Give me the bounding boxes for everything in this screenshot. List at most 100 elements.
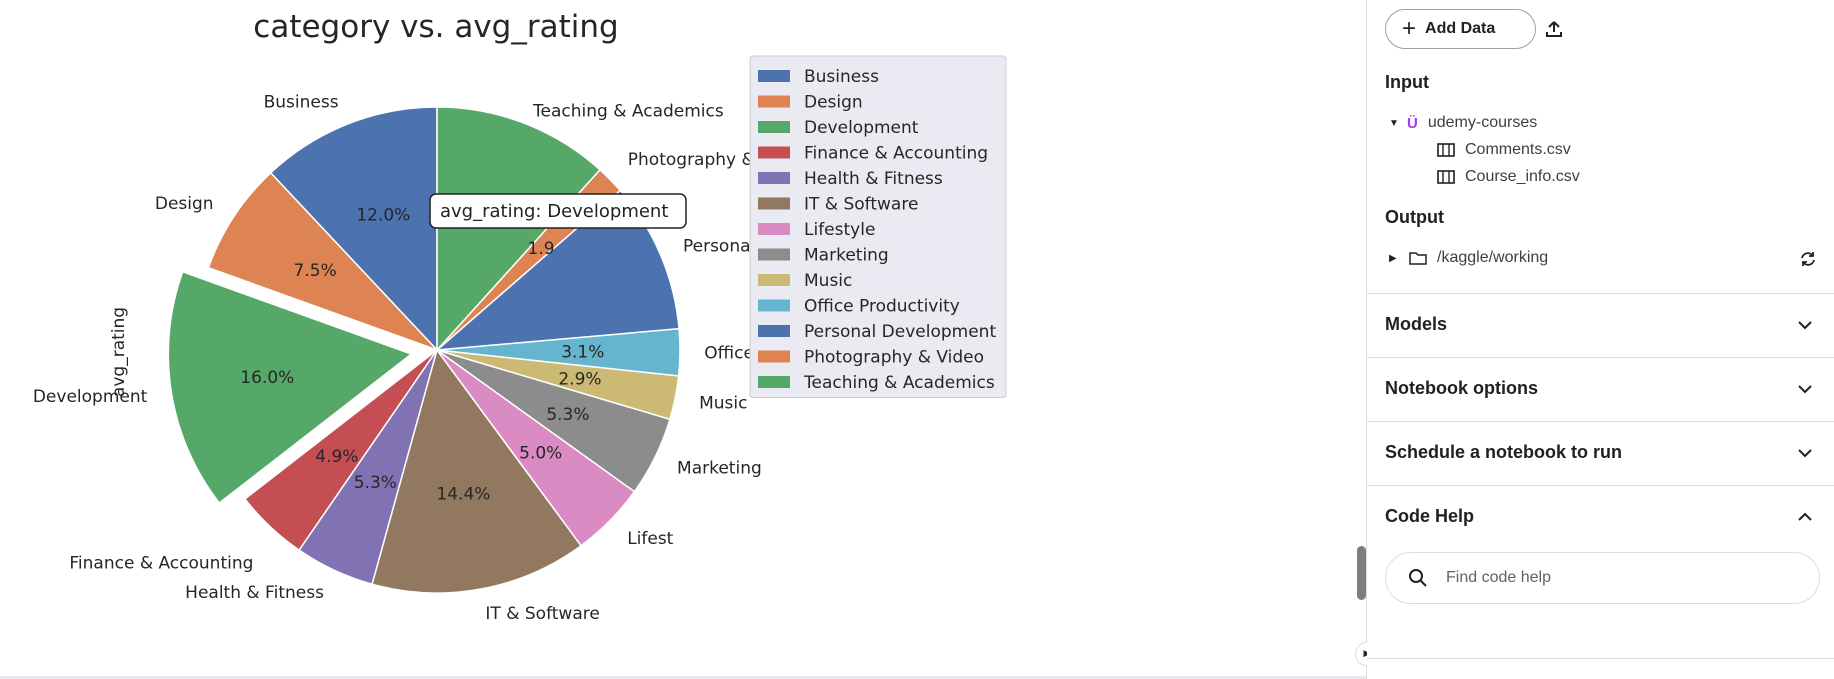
legend-swatch-design [758,95,790,108]
pie-chart: category vs. avg_rating avg_rating 12.0%… [33,9,1007,624]
code-help-search-box[interactable] [1385,552,1820,604]
percent-label-office-productivity: 3.1% [561,342,604,362]
pie-slice-it-software [371,348,583,594]
legend-label-teaching-academics: Teaching & Academics [803,373,995,393]
notebook-options-section[interactable]: Notebook options [1367,357,1834,421]
file-tree-item[interactable]: Comments.csv [1437,141,1571,159]
legend-swatch-office-productivity [758,299,790,312]
legend-swatch-photography-video [758,350,790,363]
legend-label-lifestyle: Lifestyle [804,220,875,240]
pie-slice-design [207,171,438,351]
legend-label-photography-video: Photography & Video [804,348,984,368]
dataset-name: udemy-courses [1427,114,1538,131]
section-label: Notebook options [1385,378,1538,398]
refresh-button[interactable] [1799,250,1817,273]
legend-label-marketing: Marketing [804,246,889,266]
legend-label-it-software: IT & Software [804,195,918,215]
folder-icon [1409,252,1427,265]
file-name: Comments.csv [1465,141,1571,158]
legend-label-finance-accounting: Finance & Accounting [804,144,988,164]
table-icon [1437,143,1455,157]
schedule-section[interactable]: Schedule a notebook to run [1367,421,1834,485]
legend-swatch-finance-accounting [758,146,790,159]
legend-label-health-fitness: Health & Fitness [804,169,943,189]
upload-icon [1546,21,1562,37]
legend-swatch-it-software [758,197,790,210]
chart-tooltip: avg_rating: Development [429,193,687,229]
file-tree-item[interactable]: Course_info.csv [1437,168,1580,186]
section-label: Schedule a notebook to run [1385,442,1623,462]
section-label: Models [1385,314,1448,334]
right-sidebar-panel: + Add Data Input ▼ Ü udemy-courses Comme… [1367,0,1834,679]
legend-swatch-teaching-academics [758,376,790,388]
pie-slice-business [269,106,438,352]
dataset-logo-icon: Ü [1407,114,1418,132]
legend-swatch-health-fitness [758,172,790,184]
notebook-scrollbar[interactable] [1357,546,1366,600]
legend-swatch-personal-development [758,325,790,337]
notebook-output-area: category vs. avg_rating avg_rating 12.0%… [0,9,1366,679]
category-label-development: Development [33,387,148,407]
caret-right-icon: ▶ [1364,649,1371,659]
category-label-teaching-academics: Teaching & Academics [532,102,724,122]
percent-label-lifestyle: 5.0% [519,443,562,463]
file-name: Course_info.csv [1465,168,1580,185]
add-data-label: Add Data [1425,20,1496,37]
code-help-search-input[interactable] [1444,568,1784,588]
caret-right-icon: ▶ [1389,252,1397,264]
category-label-marketing: Marketing [677,459,762,479]
code-help-section[interactable]: Code Help [1367,485,1834,549]
percent-label-health-fitness: 5.3% [354,473,397,493]
percent-label-music: 2.9% [558,370,601,390]
legend-label-personal-development: Personal Development [804,322,996,342]
percent-label-it-software: 14.4% [436,484,490,504]
legend-label-office-productivity: Office Productivity [804,297,960,317]
refresh-icon [1801,252,1815,266]
search-icon [1409,569,1427,587]
category-label-finance-accounting: Finance & Accounting [69,553,253,573]
chart-legend: Business Design Development Finance & Accou… [749,55,1007,398]
dataset-tree-item[interactable]: ▼ Ü udemy-courses [1389,114,1537,132]
percent-label-marketing: 5.3% [546,405,589,425]
legend-swatch-marketing [758,248,790,261]
panel-divider[interactable] [1366,0,1367,679]
chart-title: category vs. avg_rating [253,9,618,45]
category-label-it-software: IT & Software [485,604,599,624]
pie-slice-development [167,270,413,505]
upload-button[interactable] [1539,14,1569,44]
legend-swatch-lifestyle [758,223,790,235]
legend-label-music: Music [804,271,852,291]
category-label-music: Music [699,394,747,414]
percent-label-business: 12.0% [356,205,410,225]
legend-swatch-business [758,70,790,82]
add-data-button[interactable]: + Add Data [1385,9,1536,49]
legend-swatch-development [758,121,790,133]
legend-label-business: Business [804,67,879,87]
models-section[interactable]: Models [1367,293,1834,357]
chevron-down-icon [1798,449,1812,458]
table-icon [1437,170,1455,184]
output-tree-item[interactable]: ▶ /kaggle/working [1389,249,1548,267]
percent-label-development: 16.0% [240,368,294,388]
category-label-business: Business [264,92,339,112]
panel-bottom-border [1367,658,1834,659]
input-section-title: Input [1385,72,1429,92]
chevron-down-icon [1798,385,1812,394]
chart-ylabel: avg_rating [109,307,129,397]
legend-label-development: Development [804,118,919,138]
output-section-title: Output [1385,207,1444,227]
cell-bottom-border [0,676,1366,679]
legend-swatch-music [758,274,790,286]
output-path: /kaggle/working [1437,249,1549,266]
plus-icon: + [1402,15,1417,42]
legend-label-design: Design [804,93,863,113]
category-label-lifestyle: Lifest [627,529,673,549]
chevron-down-icon [1798,321,1812,330]
section-label: Code Help [1385,506,1475,526]
tooltip-text: avg_rating: Development [440,201,668,222]
category-label-design: Design [155,194,214,214]
percent-label-finance-accounting: 4.9% [315,447,358,467]
caret-down-icon: ▼ [1389,117,1399,129]
percent-label-photography-video: 1.9 [528,239,555,259]
category-label-health-fitness: Health & Fitness [185,583,324,603]
